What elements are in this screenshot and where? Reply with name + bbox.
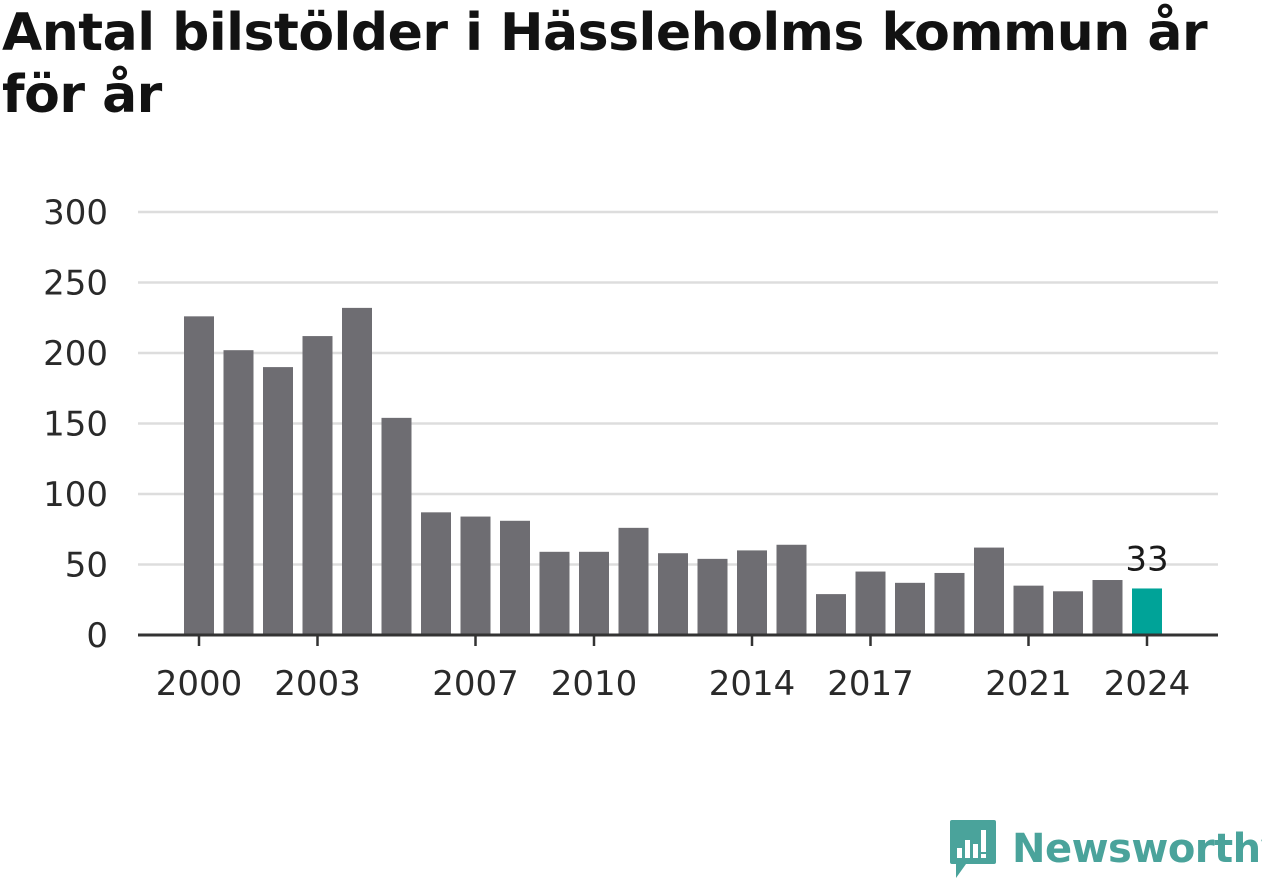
bar-2021 [1013,585,1044,635]
bar-2006 [421,512,451,635]
bar-2007 [460,516,491,635]
bar-2008 [500,520,530,635]
y-tick-label: 0 [86,616,108,656]
y-tick-label: 50 [65,546,108,586]
bar-2003 [302,336,333,635]
x-tick-label: 2021 [985,664,1072,704]
bar-2010 [579,551,609,635]
newsworthy-logo: Newsworthy [948,818,1262,880]
bar-2019 [934,572,965,635]
x-tick-label: 2000 [156,664,243,704]
y-tick-label: 250 [43,264,108,304]
x-tick-label: 2003 [274,664,361,704]
y-axis-labels: 0 50 100 150 200 250 300 [43,193,108,656]
bar-2015 [776,544,807,635]
data-labels: 33 [1125,539,1168,579]
bar-2005 [381,417,412,635]
bar-2004 [342,307,372,635]
x-axis-labels: 2000 2003 2007 2010 2014 2017 2021 2024 [156,664,1191,704]
bar-2020 [974,547,1004,635]
x-tick-label: 2014 [709,664,796,704]
bar-2013 [697,558,728,635]
bar-2002 [263,367,293,635]
y-tick-label: 150 [43,405,108,445]
bar-2024 [1132,588,1162,635]
bar-2022 [1053,591,1083,635]
bar-2018 [895,582,925,635]
bars [184,307,1162,635]
newsworthy-chart-icon [950,820,996,878]
x-tick-label: 2010 [551,664,638,704]
y-tick-label: 100 [43,475,108,515]
bar-2009 [539,551,570,635]
x-tick-label: 2007 [432,664,519,704]
bar-2001 [223,350,254,635]
bar-2000 [184,316,214,635]
bar-2016 [816,594,846,635]
bar-2023 [1092,580,1123,635]
brand-name: Newsworthy [1012,826,1262,872]
x-tick-label: 2017 [827,664,914,704]
gridlines [138,210,1218,566]
x-tick-label: 2024 [1104,664,1191,704]
chart-title: Antal bilstölder i Hässleholms kommun år… [2,3,1208,125]
x-axis [138,633,1218,646]
bar-2011 [618,527,649,635]
bar-2012 [658,553,688,635]
data-label: 33 [1125,539,1168,579]
bar-2014 [737,550,767,635]
y-tick-label: 300 [43,193,108,233]
y-tick-label: 200 [43,334,108,374]
bar-2017 [855,571,886,635]
